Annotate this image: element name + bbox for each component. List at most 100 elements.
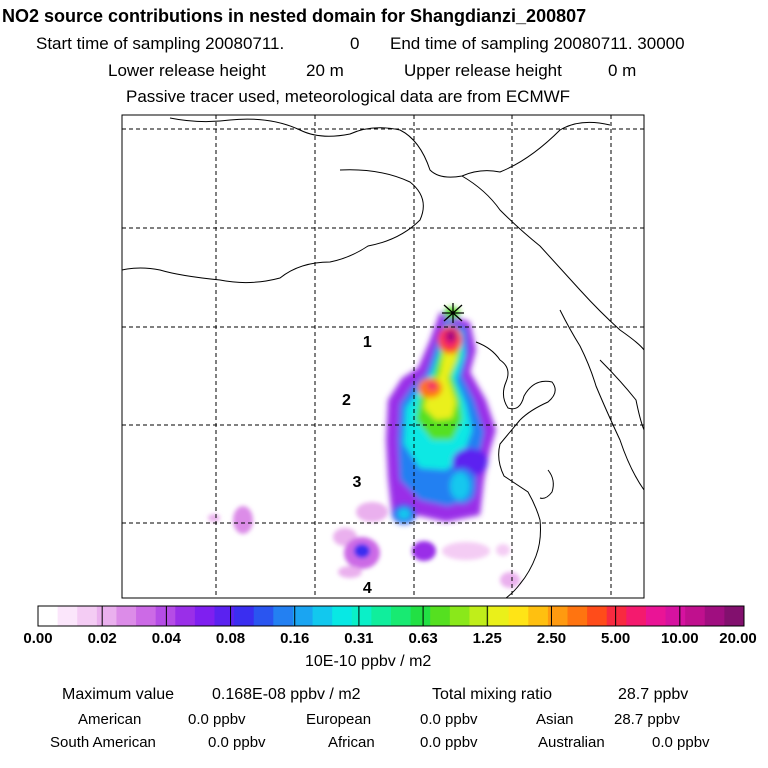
colorbar-cell: [665, 606, 686, 626]
colorbar-cell: [155, 606, 176, 626]
colorbar-cell: [292, 606, 314, 626]
start-time-value: 0: [350, 34, 360, 53]
colorbar-cell: [332, 606, 353, 626]
colorbar-cell: [587, 606, 608, 626]
colorbar-cell: [547, 606, 568, 626]
region-name: African: [328, 734, 375, 751]
colorbar-cell: [273, 606, 294, 626]
region-name: Australian: [538, 734, 605, 751]
colorbar-cell: [704, 606, 725, 626]
plume-patch: [208, 514, 220, 522]
plume-hot: [427, 382, 437, 390]
colorbar-cell: [312, 606, 333, 626]
colorbar-cell: [175, 606, 196, 626]
colorbar-tick-label: 0.63: [408, 630, 438, 647]
coastlines: [122, 117, 644, 598]
colorbar-cell: [489, 606, 510, 626]
tracer-note: Passive tracer used, meteorological data…: [126, 87, 571, 106]
total-mixing-label: Total mixing ratio: [432, 686, 553, 703]
colorbar-tick-label: 5.00: [601, 630, 631, 647]
colorbar-tick-label: 2.50: [536, 630, 567, 647]
plume-patch: [442, 542, 490, 560]
colorbar-cell: [528, 606, 549, 626]
region-value: 28.7 ppbv: [614, 711, 680, 728]
colorbar-cell: [96, 606, 117, 626]
chart-title: NO2 source contributions in nested domai…: [2, 6, 587, 26]
colorbar-tick-label: 0.02: [87, 630, 117, 647]
colorbar-tick-label: 0.08: [215, 630, 246, 647]
colorbar-border: [37, 605, 745, 627]
plume-patch: [500, 572, 520, 588]
colorbar-tick-label: 0.04: [151, 630, 181, 647]
colorbar-cell: [57, 606, 78, 626]
colorbar-cell: [567, 606, 588, 626]
colorbar-cell: [136, 606, 157, 626]
plume-peak: [446, 330, 456, 342]
colorbar-cell: [116, 606, 137, 626]
source-marker-2: 2: [342, 392, 351, 409]
total-mixing-value: 28.7 ppbv: [618, 686, 689, 703]
upper-release-label: Upper release height: [404, 61, 562, 80]
region-name: South American: [50, 734, 156, 751]
colorbar-cell: [253, 606, 274, 626]
colorbar-cell: [77, 606, 98, 626]
start-time-label: Start time of sampling 20080711.: [36, 34, 285, 53]
region-name: European: [306, 711, 372, 728]
plume-patch: [338, 566, 362, 578]
plume-layer: [122, 115, 644, 598]
colorbar-tick-label: 0.16: [280, 630, 310, 647]
region-name: Asian: [536, 711, 574, 728]
map-frame-bg: [122, 115, 644, 598]
colorbar-cell: [606, 606, 627, 626]
colorbar-cell: [234, 606, 255, 626]
graticule: [122, 115, 644, 598]
colorbar-cell: [469, 606, 490, 626]
colorbar-tick-label: 10.00: [661, 630, 699, 647]
colorbar-unit: 10E-10 ppbv / m2: [305, 653, 432, 670]
colorbar-cell: [645, 606, 667, 626]
max-value: 0.168E-08 ppbv / m2: [212, 686, 361, 703]
colorbar-cell: [685, 606, 706, 626]
map-border: [121, 114, 645, 599]
colorbar-cell: [410, 606, 431, 626]
region-value: 0.0 ppbv: [652, 734, 710, 751]
end-time-label: End time of sampling 20080711. 30000: [390, 34, 685, 53]
plume-south-lobe: [450, 472, 470, 500]
colorbar-cell: [449, 606, 470, 626]
colorbar-cell: [351, 606, 372, 626]
source-marker-1: 1: [363, 334, 372, 351]
region-value: 0.0 ppbv: [420, 711, 478, 728]
source-marker-3: 3: [352, 474, 361, 491]
region-value: 0.0 ppbv: [208, 734, 266, 751]
colorbar-cell: [508, 606, 529, 626]
region-value: 0.0 ppbv: [420, 734, 478, 751]
lower-release-label: Lower release height: [108, 61, 266, 80]
colorbar-tick-label: 0.31: [344, 630, 374, 647]
colorbar-tick-label: 20.00: [719, 630, 757, 647]
colorbar-cell: [371, 606, 392, 626]
plume-patch: [496, 544, 510, 556]
colorbar-cell: [391, 606, 412, 626]
plume-small-blob: [397, 508, 411, 520]
colorbar-cell: [724, 606, 745, 626]
region-value: 0.0 ppbv: [188, 711, 246, 728]
plume-patch: [354, 544, 370, 558]
colorbar-cell: [430, 606, 451, 626]
source-marker-4: 4: [363, 580, 372, 597]
region-name: American: [78, 711, 142, 728]
colorbar: [37, 605, 745, 627]
upper-release-value: 0 m: [608, 61, 637, 80]
colorbar-cell: [214, 606, 235, 626]
plume-patch: [233, 506, 253, 534]
plume-patch: [356, 502, 388, 522]
lower-release-value: 20 m: [306, 61, 344, 80]
colorbar-cell: [626, 606, 647, 626]
plume-patch: [412, 541, 436, 561]
colorbar-tick-label: 0.00: [23, 630, 53, 647]
receptor-marker-icon: [442, 303, 464, 323]
colorbar-tick-label: 1.25: [472, 630, 502, 647]
colorbar-cell: [38, 606, 59, 626]
max-value-label: Maximum value: [62, 686, 175, 703]
colorbar-cell: [194, 606, 215, 626]
